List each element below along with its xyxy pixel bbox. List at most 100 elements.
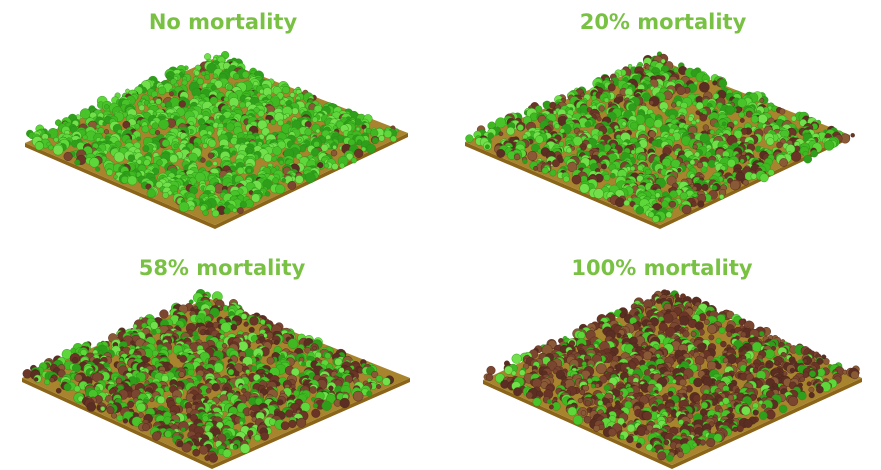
tree-crown [563, 176, 569, 182]
tree-crown [272, 177, 278, 183]
tree-crown [101, 407, 105, 411]
tree-crown [679, 316, 689, 326]
tree-crown [237, 208, 243, 214]
tree-crown [743, 180, 749, 186]
tree-crown [775, 361, 779, 365]
tree-crown [121, 176, 128, 183]
tree-crown [301, 402, 310, 411]
tree-crown [580, 184, 590, 194]
tree-crown [727, 354, 737, 364]
tree-crown [234, 371, 239, 376]
tree-crown [312, 409, 321, 418]
tree-crown [353, 391, 363, 401]
tree-crown [652, 140, 658, 146]
tree-crown [206, 161, 212, 167]
tree-crown [523, 159, 528, 164]
tree-crown [739, 319, 745, 325]
tree-crown [696, 119, 700, 123]
tree-crown [610, 173, 615, 178]
tree-crown [723, 358, 728, 363]
tree-crown [182, 443, 192, 453]
tree-crown [228, 369, 234, 375]
tree-crown [727, 332, 732, 337]
tree-crown [104, 129, 109, 134]
tree-crown [713, 81, 718, 86]
tree-crown [289, 420, 297, 428]
tree-crown [585, 121, 591, 127]
tree-crown [615, 198, 624, 207]
tree-crown [741, 332, 746, 337]
tree-crown [791, 116, 796, 121]
tree-crown [608, 84, 615, 91]
tree-crown [123, 419, 128, 424]
tree-crown [655, 193, 660, 198]
tree-crown [282, 86, 290, 94]
figure: No mortality 20% mortality 58% mortality… [0, 0, 881, 470]
tree-crown [282, 178, 286, 182]
tree-crown [137, 403, 146, 412]
tree-crown [851, 133, 855, 137]
tree-crown [512, 354, 522, 364]
tree-crown [179, 371, 185, 377]
tree-crown [170, 155, 178, 163]
tree-crown [305, 173, 315, 183]
tree-crown [315, 352, 321, 358]
tree-crown [169, 92, 173, 96]
tree-crown [379, 135, 385, 141]
tree-crown [702, 184, 709, 191]
tree-crown [281, 422, 289, 430]
tree-crown [285, 410, 293, 418]
tree-crown [143, 146, 149, 152]
tree-crown [669, 201, 675, 207]
tree-crown [780, 158, 788, 166]
tree-crown [195, 442, 200, 447]
tree-crown [250, 317, 259, 326]
tree-crown [240, 201, 247, 208]
tree-crown [649, 131, 656, 138]
tree-crown [737, 98, 746, 107]
tree-crown [158, 87, 166, 95]
tree-crown [95, 167, 100, 172]
tree-crown [267, 357, 274, 364]
tree-crown [566, 148, 571, 153]
tree-crown [598, 131, 603, 136]
tree-crown [74, 386, 80, 392]
tree-crown [128, 176, 137, 185]
tree-crown [608, 128, 614, 134]
tree-crown [151, 330, 156, 335]
tree-crown [719, 79, 727, 87]
tree-crown [699, 82, 709, 92]
tree-crown [331, 150, 337, 156]
tree-crown [239, 102, 245, 108]
tree-crown [258, 110, 264, 116]
tree-crown [599, 106, 605, 112]
tree-crown [329, 386, 334, 391]
forest-plot [465, 52, 855, 229]
tree-crown [739, 112, 745, 118]
tree-crown [693, 144, 698, 149]
tree-crown [206, 388, 211, 393]
tree-crown [719, 327, 725, 333]
tree-crown [137, 137, 141, 141]
tree-crown [190, 206, 195, 211]
tree-crown [246, 370, 250, 374]
tree-crown [624, 200, 630, 206]
tree-crown [174, 144, 178, 148]
tree-crown [652, 216, 659, 223]
tree-crown [333, 145, 337, 149]
tree-crown [760, 98, 764, 102]
tree-crown [325, 353, 331, 359]
tree-crown [677, 86, 686, 95]
tree-crown [719, 194, 724, 199]
tree-crown [597, 117, 601, 121]
tree-crown [254, 434, 261, 441]
tree-crown [104, 104, 109, 109]
tree-crown [519, 370, 525, 376]
tree-crown [127, 401, 134, 408]
tree-crown [604, 174, 611, 181]
tree-crown [159, 119, 169, 129]
tree-crown [260, 319, 265, 324]
tree-crown [50, 378, 55, 383]
tree-crown [224, 208, 230, 214]
tree-crown [709, 335, 714, 340]
